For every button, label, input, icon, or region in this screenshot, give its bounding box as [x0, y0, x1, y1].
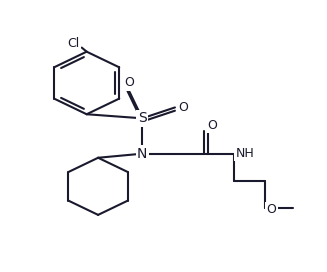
Text: Cl: Cl	[67, 37, 80, 50]
Text: O: O	[124, 76, 134, 89]
Text: N: N	[137, 147, 147, 161]
Text: O: O	[267, 203, 276, 216]
Text: O: O	[178, 101, 188, 114]
Text: S: S	[138, 111, 146, 125]
Text: O: O	[208, 119, 217, 132]
Text: NH: NH	[235, 147, 254, 160]
